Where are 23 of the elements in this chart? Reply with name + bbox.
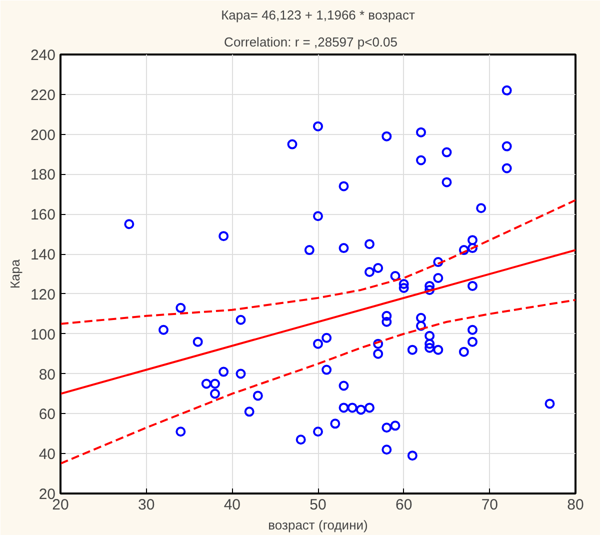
x-tick-label: 70 — [481, 496, 498, 514]
x-tick-label: 80 — [567, 496, 584, 514]
y-tick-label: 120 — [30, 286, 56, 304]
line-series — [60, 298, 576, 465]
x-tick-label: 40 — [224, 496, 241, 514]
x-tick-label: 60 — [395, 496, 412, 514]
x-axis-title: возраст (години) — [268, 518, 368, 532]
y-tick-label: 180 — [30, 166, 56, 184]
y-tick-label: 140 — [30, 246, 56, 264]
line-series — [60, 199, 576, 325]
y-tick-label: 240 — [30, 47, 56, 64]
x-tick-label: 30 — [138, 496, 155, 514]
y-tick-label: 80 — [38, 366, 56, 384]
y-tick-label: 160 — [30, 206, 56, 224]
y-tick-label: 100 — [30, 326, 56, 344]
y-axis-title: Кара — [7, 258, 22, 289]
chart-title: Кара= 46,123 + 1,1966 * возраст — [221, 8, 415, 22]
y-tick-label: 40 — [38, 446, 56, 464]
x-tick-label: 50 — [310, 496, 326, 514]
y-tick-label: 220 — [30, 86, 56, 104]
y-tick-label: 200 — [30, 126, 56, 144]
chart-subtitle: Correlation: r = ,28597 p<0.05 — [224, 34, 398, 50]
y-tick-label: 60 — [38, 406, 56, 424]
